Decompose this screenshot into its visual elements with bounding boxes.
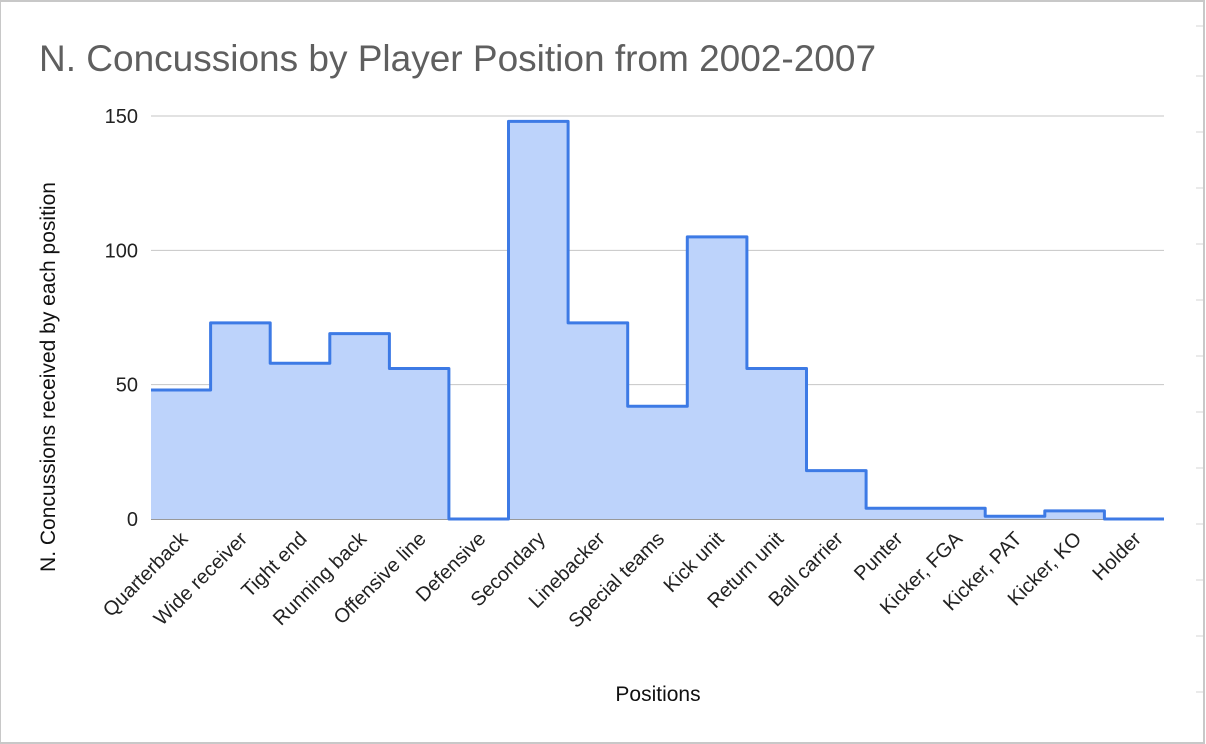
series-area: [151, 121, 1164, 520]
y-axis-ticks: 0 50 100 150: [105, 106, 138, 531]
y-tick-label-0: 0: [127, 509, 138, 531]
x-tick-label-16: Holder: [1089, 528, 1146, 585]
y-tick-label-100: 100: [105, 240, 138, 262]
y-tick-label-150: 150: [105, 106, 138, 128]
x-tick-label-12: Punter: [850, 528, 907, 585]
series-line: [151, 119, 1164, 521]
y-axis-title: N. Concussions received by each position: [37, 182, 60, 572]
chart-title: N. Concussions by Player Position from 2…: [39, 38, 877, 79]
y-tick-label-50: 50: [116, 375, 138, 397]
x-axis-title: Positions: [615, 683, 700, 706]
right-edge-marks: [1196, 25, 1203, 693]
